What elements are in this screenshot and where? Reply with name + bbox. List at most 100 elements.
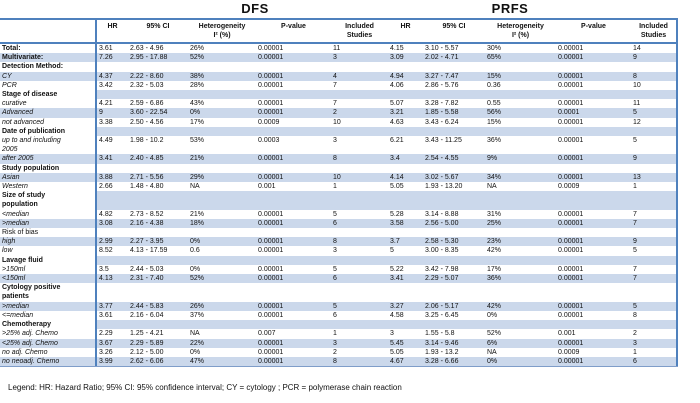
- p-value-prfs: 0.00001: [558, 72, 584, 80]
- p-value-dfs: 0.00001: [258, 339, 284, 347]
- p-value-prfs: [556, 283, 631, 301]
- ci-value-prfs: [423, 90, 485, 100]
- hr-value-prfs: [388, 90, 423, 100]
- row-label: Detection Method:: [2, 63, 64, 71]
- column-header: HR: [400, 23, 411, 30]
- heterogeneity-value-prfs: 9%: [487, 155, 498, 163]
- p-value-dfs: 0.00001: [258, 302, 284, 310]
- hr-value-prfs: 5.05: [390, 183, 404, 191]
- included-studies-prfs: [631, 283, 678, 302]
- hr-value-prfs: [388, 320, 423, 330]
- p-value-dfs: 0.00001: [258, 81, 284, 89]
- ci-value-prfs: 2.29 - 5.07: [425, 275, 459, 283]
- included-studies-dfs: 8: [333, 238, 337, 246]
- hr-value-dfs: 3.67: [95, 338, 128, 348]
- ci-value-prfs: 1.93 - 13.20: [425, 183, 463, 191]
- heterogeneity-value-dfs: 43%: [190, 100, 205, 108]
- table-row: no neoadj. Chemo 3.99 2.62 - 6.06 47% 0.0000…: [0, 356, 678, 367]
- included-studies-prfs: [631, 90, 678, 100]
- row-label: Study population: [2, 164, 60, 172]
- included-studies-dfs: 8: [333, 155, 337, 163]
- hr-value-dfs: [95, 90, 128, 100]
- p-value-dfs: 0.00001: [258, 155, 284, 163]
- included-studies-dfs: 5: [333, 265, 337, 273]
- heterogeneity-value-dfs: 28%: [190, 81, 205, 89]
- hr-value-dfs: [95, 283, 128, 302]
- p-value-prfs: [556, 191, 631, 210]
- p-value-dfs: 0.00001: [258, 219, 284, 227]
- row-label: Lavage fluid: [2, 256, 43, 264]
- ci-value-prfs: 3.28 - 7.82: [425, 100, 459, 108]
- table-row: no adj. Chemo 3.26 2.12 - 5.00 0% 0.00001 2 5.…: [0, 347, 678, 357]
- column-header: Included Studies: [345, 23, 374, 39]
- included-studies-prfs: [631, 228, 678, 238]
- legend-text: Legend: HR: Hazard Ratio; 95% CI: 95% co…: [8, 383, 402, 392]
- included-studies-dfs: 3: [333, 247, 337, 255]
- p-value-prfs: 0.00001: [558, 302, 584, 310]
- ci-value-dfs: 4.13 - 17.59: [130, 247, 168, 255]
- heterogeneity-value-dfs: 26%: [190, 302, 205, 310]
- row-label: after 2005: [2, 155, 34, 163]
- hr-value-prfs: 5.05: [390, 348, 404, 356]
- heterogeneity-value-dfs: [188, 191, 256, 210]
- included-studies-dfs: 5: [333, 302, 337, 310]
- ci-value-dfs: 2.27 - 3.95: [130, 238, 164, 246]
- heterogeneity-value-prfs: [485, 283, 556, 301]
- heterogeneity-value-dfs: 53%: [190, 137, 205, 145]
- heterogeneity-value-dfs: 29%: [190, 173, 205, 181]
- hr-value-dfs: 3.61: [95, 310, 128, 321]
- p-value-prfs: 0.00001: [558, 275, 584, 283]
- p-value-dfs: 0.00001: [258, 45, 284, 52]
- p-value-dfs: 0.00001: [258, 210, 284, 218]
- included-studies-prfs: 1: [631, 347, 678, 357]
- p-value-prfs: 0.00001: [558, 173, 584, 181]
- hr-value-prfs: 3.27: [390, 302, 404, 310]
- hr-value-prfs: 5.28: [390, 210, 404, 218]
- ci-value-dfs: 2.44 - 5.83: [130, 302, 164, 310]
- heterogeneity-value-dfs: 22%: [190, 339, 205, 347]
- table-row: Advanced 9 3.60 - 22.54 0% 0.00001 2 3.21 1.85 …: [0, 108, 678, 118]
- p-value-dfs: [256, 90, 331, 100]
- hr-value-prfs: 4.06: [390, 81, 404, 89]
- hr-value-dfs: 4.13: [95, 274, 128, 284]
- ci-value-dfs: 2.40 - 4.85: [130, 155, 164, 163]
- p-value-prfs: 0.00001: [558, 210, 584, 218]
- row-label: >25% adj. Chemo: [2, 330, 58, 338]
- p-value-dfs: 0.00001: [258, 100, 284, 108]
- heterogeneity-value-prfs: 42%: [487, 247, 502, 255]
- included-studies-dfs: 3: [333, 54, 337, 62]
- row-label: Western: [2, 183, 28, 191]
- table-row: low 8.52 4.13 - 17.59 0.6 0.00001 3 5 3.00 - 8.…: [0, 246, 678, 256]
- p-value-prfs: 0.00001: [558, 118, 584, 126]
- table-header-row: HR 95% CI Heterogeneity I² (%) P-value Inclu…: [0, 20, 678, 44]
- table-row: >150ml 3.5 2.44 - 5.03 0% 0.00001 5 5.22 3.42 -…: [0, 264, 678, 275]
- included-studies-dfs: 8: [333, 357, 337, 365]
- p-value-prfs: 0.00001: [558, 339, 584, 347]
- hr-value-dfs: 3.88: [95, 172, 128, 183]
- heterogeneity-value-prfs: 30%: [487, 45, 502, 52]
- included-studies-prfs: 2: [631, 329, 678, 339]
- heterogeneity-value-prfs: 31%: [487, 210, 502, 218]
- p-value-dfs: 0.00001: [258, 265, 284, 273]
- ci-value-prfs: 3.43 - 11.25: [425, 137, 462, 145]
- table-row: <150ml 4.13 2.31 - 7.40 52% 0.00001 6 3.41 2.29…: [0, 274, 678, 284]
- heterogeneity-value-prfs: 25%: [487, 219, 502, 227]
- hr-value-prfs: [388, 283, 423, 301]
- heterogeneity-value-dfs: NA: [190, 330, 200, 338]
- ci-value-dfs: 2.73 - 8.52: [130, 210, 164, 218]
- hr-value-dfs: 4.21: [95, 99, 128, 109]
- p-value-dfs: [256, 283, 331, 301]
- p-value-dfs: 0.0009: [258, 118, 280, 126]
- hr-value-dfs: 3.26: [95, 347, 128, 357]
- ci-value-prfs: 3.27 - 7.47: [425, 72, 459, 80]
- heterogeneity-value-dfs: 0.6: [190, 247, 200, 255]
- hr-value-dfs: [95, 163, 128, 173]
- hr-value-prfs: 6.21: [390, 137, 404, 145]
- p-value-prfs: 0.00001: [558, 357, 584, 365]
- row-label: <median: [2, 210, 30, 218]
- p-value-dfs: 0.00001: [258, 238, 284, 246]
- included-studies-dfs: 2: [333, 109, 337, 117]
- hr-value-prfs: 3.09: [390, 54, 404, 62]
- included-studies-prfs: [631, 191, 678, 210]
- included-studies-prfs: 13: [631, 172, 678, 183]
